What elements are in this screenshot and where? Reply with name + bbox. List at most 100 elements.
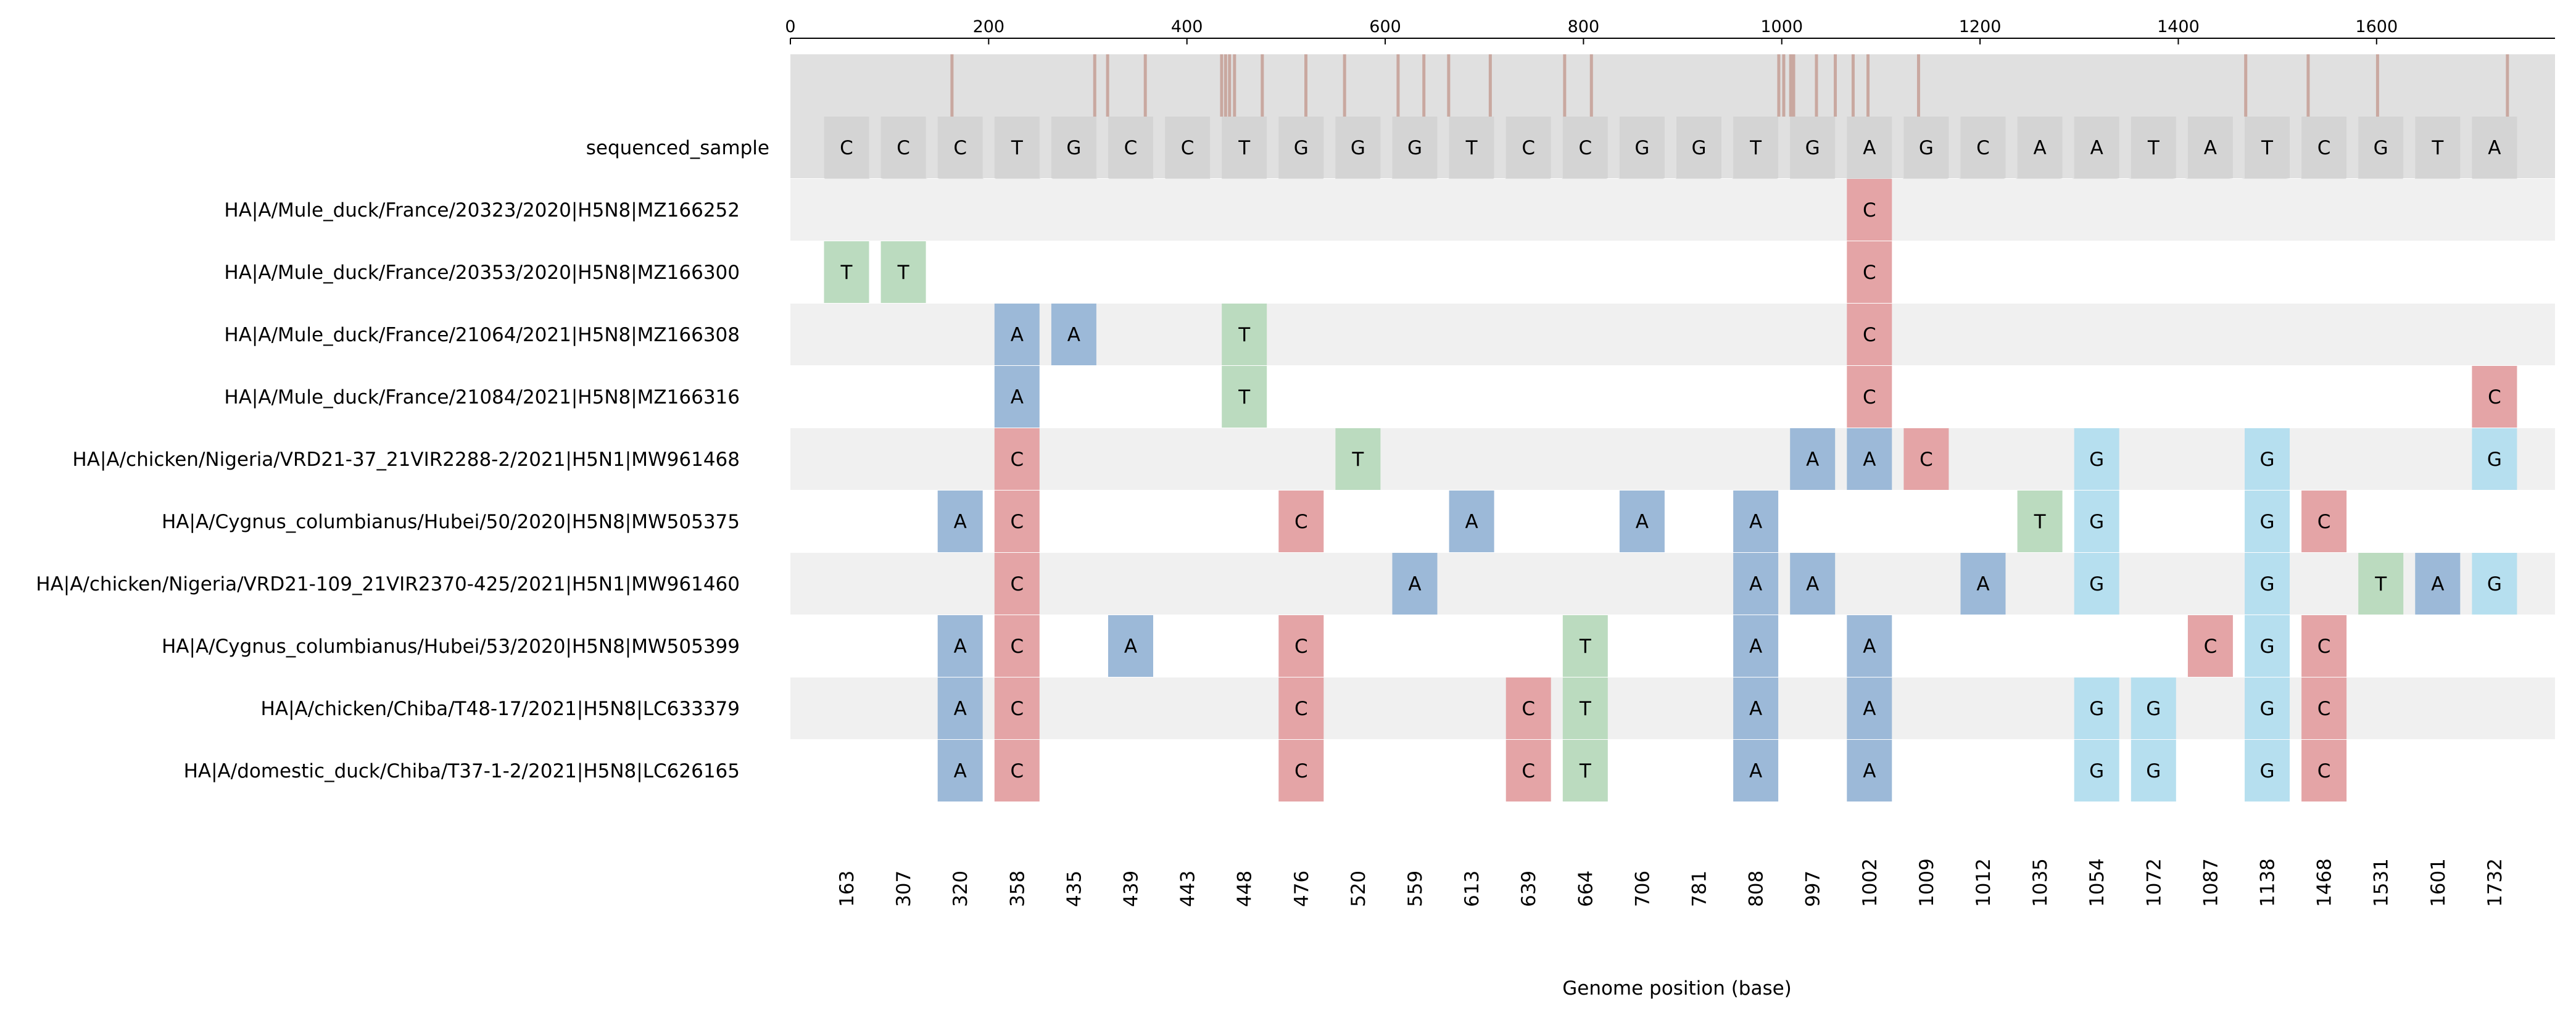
- variant-marker: [1233, 54, 1236, 117]
- variant-marker: [1589, 54, 1593, 117]
- variant-base: A: [1011, 324, 1024, 346]
- variant-cell: [1847, 677, 1892, 739]
- variant-cell: [1619, 491, 1665, 552]
- reference-base: G: [1805, 137, 1820, 159]
- position-label: 476: [1291, 871, 1313, 907]
- variant-base: G: [2146, 698, 2161, 720]
- variant-cell: [1733, 553, 1779, 615]
- variant-base: C: [1294, 698, 1308, 720]
- reference-cell: [1108, 117, 1153, 178]
- variant-cell: [2074, 428, 2119, 490]
- reference-cell: [1960, 117, 2006, 178]
- variant-base: C: [1010, 698, 1024, 720]
- variant-cell: [994, 615, 1040, 677]
- variant-base: A: [954, 511, 967, 533]
- variant-base: A: [1863, 760, 1876, 782]
- position-label: 448: [1234, 871, 1256, 907]
- position-label: 1035: [2029, 858, 2052, 907]
- variant-base: A: [1067, 324, 1080, 346]
- reference-cell: [1222, 117, 1267, 178]
- reference-base: C: [1124, 137, 1138, 159]
- reference-base: C: [897, 137, 910, 159]
- variant-base: A: [1863, 636, 1876, 658]
- variant-cell: [1847, 304, 1892, 365]
- variant-base: C: [1294, 760, 1308, 782]
- reference-cell: [2187, 117, 2233, 178]
- variant-cell: [2472, 428, 2517, 490]
- variant-cell: [937, 740, 983, 801]
- variant-marker: [950, 54, 954, 117]
- variant-cell: [2472, 366, 2517, 428]
- variant-marker: [2506, 54, 2509, 117]
- variant-base: C: [1010, 760, 1024, 782]
- variant-marker: [1261, 54, 1264, 117]
- reference-cell: [1733, 117, 1779, 178]
- genome-tick-label: 0: [785, 17, 795, 36]
- genome-tick-label: 800: [1568, 17, 1600, 36]
- reference-cell: [2017, 117, 2063, 178]
- variant-cell: [937, 615, 983, 677]
- position-label: 520: [1348, 871, 1370, 907]
- genome-tick-label: 600: [1369, 17, 1401, 36]
- position-label: 435: [1063, 871, 1085, 907]
- variant-cell: [994, 428, 1040, 490]
- variant-marker: [1228, 54, 1232, 117]
- reference-cell: [1903, 117, 1949, 178]
- variant-base: C: [1010, 511, 1024, 533]
- variant-base: C: [2317, 698, 2331, 720]
- variant-base: G: [2259, 449, 2274, 471]
- variant-base: C: [1863, 386, 1876, 408]
- position-label: 1087: [2200, 858, 2222, 907]
- reference-base: A: [2033, 137, 2046, 159]
- variant-base: C: [1522, 698, 1535, 720]
- variant-marker: [1851, 54, 1855, 117]
- variant-base: C: [1863, 199, 1876, 222]
- position-label: 1468: [2314, 858, 2336, 907]
- reference-cell: [1619, 117, 1665, 178]
- reference-base: G: [2374, 137, 2388, 159]
- position-label: 320: [950, 871, 972, 907]
- genome-tick-label: 200: [973, 17, 1005, 36]
- variant-cell: [2074, 740, 2119, 801]
- reference-base: C: [2317, 137, 2331, 159]
- reference-base: T: [1465, 137, 1478, 159]
- position-label: 808: [1746, 871, 1768, 907]
- variant-marker: [1792, 54, 1795, 117]
- variant-base: C: [1920, 449, 1933, 471]
- variant-cell: [1278, 491, 1324, 552]
- reference-cell: [2301, 117, 2347, 178]
- variant-base: T: [1238, 386, 1251, 408]
- genome-axis: 0 200 400 600 800 1000 1200 1400 1600: [785, 17, 2555, 117]
- sample-label: HA|A/chicken/Nigeria/VRD21-109_21VIR2370…: [36, 573, 740, 595]
- position-label: 163: [836, 871, 858, 907]
- position-label: 1601: [2427, 858, 2450, 907]
- variant-cell: [1222, 366, 1267, 428]
- variant-base: C: [2317, 760, 2331, 782]
- reference-base: C: [1522, 137, 1535, 159]
- variant-cell: [1733, 677, 1779, 739]
- variant-base: G: [2259, 573, 2274, 595]
- position-label: 1012: [1973, 858, 1995, 907]
- variant-base: T: [1579, 760, 1592, 782]
- variant-base: C: [1522, 760, 1535, 782]
- variant-marker: [1106, 54, 1109, 117]
- variant-base: A: [1806, 449, 1819, 471]
- genome-tick-label: 1000: [1760, 17, 1803, 36]
- variant-marker: [1789, 54, 1792, 117]
- reference-base: G: [1691, 137, 1706, 159]
- variant-cell: [937, 491, 983, 552]
- variant-base: G: [2089, 573, 2104, 595]
- sample-label: HA|A/Mule_duck/France/20323/2020|H5N8|MZ…: [224, 199, 740, 222]
- x-axis-label: Genome position (base): [1562, 977, 1792, 1000]
- reference-base: C: [953, 137, 967, 159]
- reference-cell: [2415, 117, 2461, 178]
- variant-cell: [1847, 366, 1892, 428]
- variant-cell: [2074, 491, 2119, 552]
- reference-cell: [1165, 117, 1211, 178]
- sample-label: HA|A/chicken/Nigeria/VRD21-37_21VIR2288-…: [72, 449, 740, 471]
- reference-cell: [1676, 117, 1721, 178]
- variant-cell: [1278, 677, 1324, 739]
- variant-cell: [2301, 615, 2347, 677]
- variant-marker: [1488, 54, 1492, 117]
